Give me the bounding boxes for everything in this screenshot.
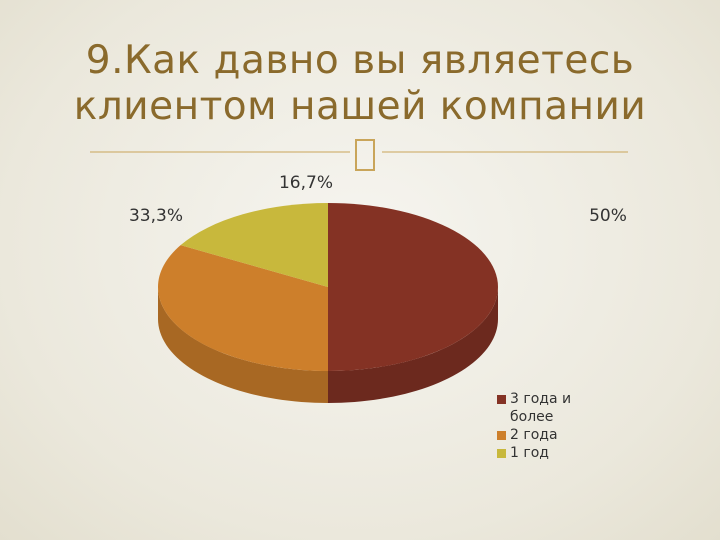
legend: 3 года и более 2 года 1 год bbox=[497, 390, 597, 462]
chart-title: 9.Как давно вы являетесь клиентом нашей … bbox=[73, 38, 647, 129]
data-label: 50% bbox=[589, 206, 627, 226]
legend-swatch bbox=[497, 395, 506, 404]
slice bbox=[158, 245, 328, 371]
legend-swatch bbox=[497, 431, 506, 440]
slice bbox=[180, 203, 328, 287]
legend-label: 2 года bbox=[510, 427, 558, 443]
data-label: 16,7% bbox=[279, 173, 333, 193]
legend-swatch bbox=[497, 449, 506, 458]
slice-side bbox=[158, 287, 328, 403]
legend-item: 1 год bbox=[497, 444, 597, 462]
ornament bbox=[355, 139, 375, 171]
legend-label: 1 год bbox=[510, 445, 549, 461]
slice-side bbox=[328, 287, 498, 403]
legend-item: 2 года bbox=[497, 426, 597, 444]
pie bbox=[158, 203, 498, 403]
slice bbox=[328, 203, 498, 371]
legend-item: 3 года и более bbox=[497, 390, 597, 426]
legend-label: 3 года и более bbox=[510, 391, 572, 425]
data-label: 33,3% bbox=[129, 206, 183, 226]
